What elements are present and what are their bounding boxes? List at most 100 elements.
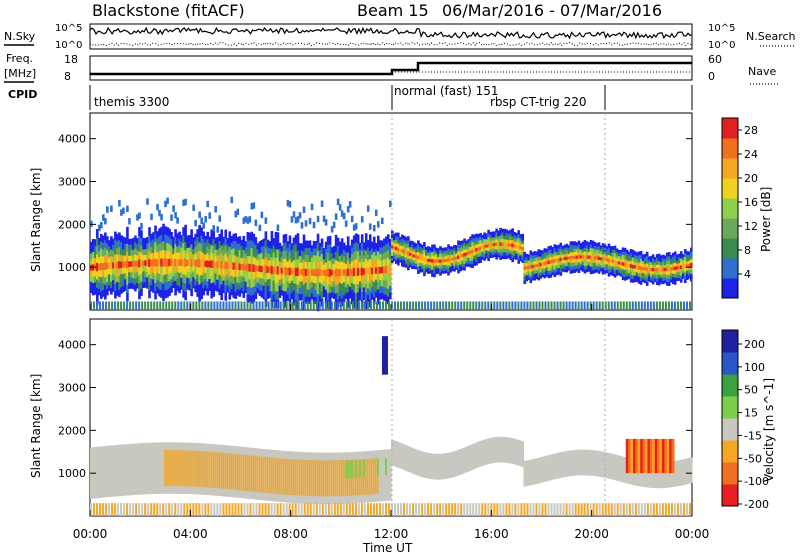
velocity-cell — [322, 460, 325, 497]
power-cell — [192, 248, 195, 255]
power-cell — [348, 257, 352, 264]
velocity-cell — [150, 442, 153, 495]
power-cell — [685, 266, 689, 271]
power-cell — [599, 245, 603, 249]
velocity-cell — [689, 457, 693, 484]
power-cell — [667, 278, 671, 283]
power-cell — [186, 271, 189, 278]
power-cell — [625, 301, 628, 310]
power-cell — [144, 265, 147, 272]
power-cell — [264, 239, 268, 249]
power-cell — [430, 301, 433, 310]
velocity-cell — [513, 438, 517, 465]
power-cell — [266, 278, 270, 286]
power-cell — [569, 262, 573, 267]
power-cell — [541, 262, 545, 266]
power-cell — [144, 259, 147, 266]
power-cell — [531, 276, 535, 281]
power-cell — [447, 254, 450, 259]
power-cell — [639, 273, 643, 278]
power-cell — [124, 249, 127, 256]
power-cell — [499, 238, 502, 243]
power-cell — [366, 274, 370, 282]
power-cell — [541, 267, 545, 272]
velocity-cell — [394, 503, 397, 516]
power-cell — [332, 275, 336, 282]
power-cell — [166, 265, 169, 275]
power-cell — [294, 234, 298, 244]
power-cell — [595, 301, 598, 310]
velocity-cell — [628, 438, 632, 474]
power-cell — [124, 278, 127, 285]
velocity-cell — [262, 456, 265, 493]
power-cell — [681, 256, 685, 260]
power-cell — [507, 254, 510, 259]
velocity-cell — [442, 503, 445, 516]
power-cell — [268, 284, 272, 292]
power-cell — [344, 220, 348, 227]
power-cell — [158, 243, 161, 252]
velocity-cell — [538, 503, 541, 516]
power-cell — [118, 282, 121, 290]
power-cell — [439, 262, 442, 267]
power-cell — [266, 252, 270, 260]
power-cell — [535, 257, 539, 262]
power-cell — [144, 254, 147, 261]
power-cell — [350, 253, 354, 262]
power-cell — [174, 212, 177, 219]
power-cell — [623, 262, 627, 267]
velocity-cell — [683, 458, 687, 485]
power-cell — [409, 255, 412, 259]
power-cell — [381, 301, 384, 310]
power-cell — [395, 232, 398, 237]
power-cell — [607, 261, 611, 266]
power-cell — [278, 273, 282, 280]
power-cell — [236, 288, 240, 296]
velocity-cell — [306, 459, 309, 496]
power-cell — [378, 273, 382, 281]
power-cell — [306, 275, 310, 283]
velocity-cell — [449, 452, 452, 478]
power-cell — [463, 238, 466, 243]
velocity-cell — [324, 503, 327, 516]
velocity-cell — [484, 503, 487, 516]
power-cell — [104, 269, 107, 278]
power-cell — [186, 277, 189, 284]
power-cell — [328, 252, 332, 261]
power-cell — [158, 288, 161, 297]
power-cell — [591, 266, 595, 271]
power-cell — [200, 290, 203, 300]
power-cell — [499, 301, 502, 310]
power-cell — [435, 267, 438, 272]
power-cell — [236, 262, 240, 270]
power-cell — [366, 246, 370, 255]
power-cell — [403, 246, 406, 251]
power-cell — [671, 266, 675, 271]
power-cell — [421, 247, 424, 252]
power-cell — [489, 251, 492, 256]
velocity-cell — [451, 451, 454, 478]
velocity-cell — [296, 459, 299, 496]
power-cell — [511, 232, 515, 237]
power-cell — [615, 260, 619, 264]
power-cell — [613, 252, 617, 257]
power-cell — [453, 262, 456, 266]
power-cell — [569, 248, 573, 253]
power-cell — [513, 232, 517, 236]
power-cell — [669, 266, 673, 271]
power-cell — [667, 274, 671, 279]
velocity-cell — [300, 459, 303, 496]
velocity-cell — [661, 503, 664, 516]
power-cell — [623, 255, 627, 260]
power-cell — [248, 286, 252, 295]
velocity-cell — [621, 456, 625, 483]
power-cell — [427, 258, 430, 262]
velocity-cell — [421, 451, 424, 478]
power-cell — [453, 256, 456, 260]
power-cell — [587, 255, 591, 259]
power-cell — [344, 280, 348, 288]
power-cell — [366, 260, 370, 268]
power-cell — [120, 267, 123, 275]
velocity-cell — [418, 503, 421, 516]
velocity-cell — [246, 503, 249, 516]
